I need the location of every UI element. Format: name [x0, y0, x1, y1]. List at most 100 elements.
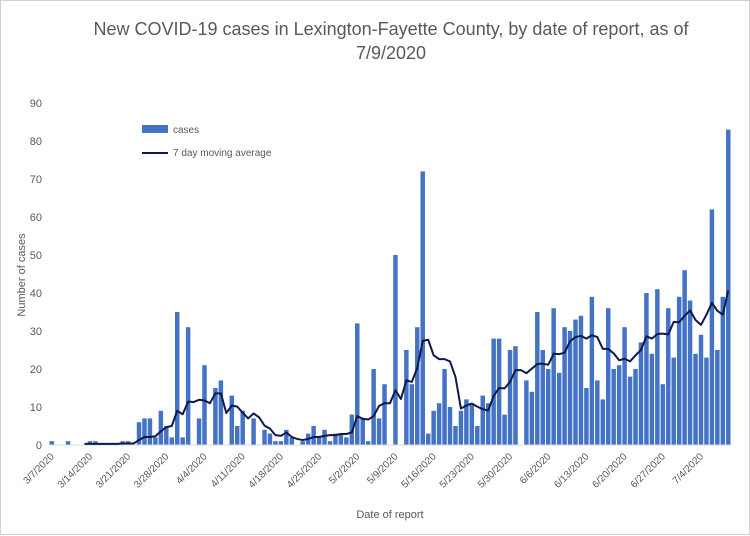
case-bar — [169, 437, 174, 445]
y-tick-label: 10 — [30, 402, 42, 414]
case-bar — [196, 418, 202, 445]
case-bar — [715, 350, 720, 445]
case-bar — [229, 395, 235, 445]
case-bar — [535, 312, 540, 445]
case-bar — [185, 327, 191, 445]
x-tick-label: 5/2/2020 — [327, 451, 363, 487]
case-bar — [458, 410, 464, 445]
x-tick-label: 6/27/2020 — [629, 451, 669, 491]
case-bar — [251, 418, 256, 445]
case-bar — [213, 388, 218, 445]
case-bar — [355, 323, 360, 445]
case-bar — [393, 255, 398, 445]
x-tick-label: 5/30/2020 — [476, 451, 516, 491]
case-bar — [235, 426, 240, 445]
case-bar — [365, 441, 371, 445]
moving-average-line — [84, 290, 730, 445]
y-tick-label: 30 — [30, 326, 42, 338]
case-bar — [136, 422, 142, 445]
case-bar — [322, 429, 327, 445]
case-bar — [578, 315, 584, 445]
case-bar — [622, 327, 627, 445]
case-bar — [655, 289, 660, 445]
y-axis-label: Number of cases — [16, 233, 28, 317]
case-bar — [475, 426, 480, 445]
case-bar — [409, 384, 415, 445]
case-bar — [524, 380, 529, 445]
case-bar — [464, 399, 469, 445]
case-bar — [240, 410, 245, 445]
case-bar — [638, 342, 644, 445]
case-bar — [338, 433, 344, 445]
x-tick-label: 4/25/2020 — [285, 451, 325, 491]
case-bar — [562, 327, 567, 445]
case-bar — [589, 296, 595, 445]
case-bar — [644, 293, 649, 445]
case-bar — [202, 365, 207, 445]
case-bar — [513, 346, 518, 445]
case-bar — [485, 403, 491, 445]
case-bar — [142, 418, 147, 445]
case-bar — [540, 350, 545, 445]
x-tick-label: 3/7/2020 — [22, 451, 58, 487]
chart-title: New COVID-19 cases in Lexington-Fayette … — [93, 19, 689, 63]
case-bar — [469, 403, 475, 445]
bar-series — [49, 129, 731, 445]
case-bar — [600, 399, 606, 445]
case-bar — [425, 433, 431, 445]
case-bar — [273, 441, 278, 445]
case-bar — [567, 331, 573, 445]
y-tick-label: 70 — [30, 174, 42, 186]
case-bar — [687, 300, 693, 445]
y-tick-label: 80 — [30, 136, 42, 148]
x-tick-label: 5/23/2020 — [438, 451, 478, 491]
case-bar — [704, 357, 709, 445]
y-tick-label: 90 — [30, 98, 42, 110]
case-bar — [278, 441, 284, 445]
case-bar — [502, 414, 507, 445]
x-tick-label: 7/4/2020 — [671, 451, 707, 487]
case-bar — [447, 407, 453, 445]
case-bar — [262, 429, 267, 445]
case-bar — [633, 369, 638, 445]
x-axis-label: Date of report — [356, 509, 423, 521]
case-bar — [333, 433, 338, 445]
case-bar — [573, 319, 578, 445]
y-tick-label: 50 — [30, 250, 42, 262]
case-bar — [311, 426, 316, 445]
case-bar — [327, 441, 333, 445]
case-bar — [720, 296, 726, 445]
case-bar — [174, 312, 180, 445]
x-tick-label: 6/20/2020 — [590, 451, 630, 491]
case-bar — [360, 418, 365, 445]
case-bar — [164, 426, 169, 445]
case-bar — [316, 437, 322, 445]
y-tick-label: 60 — [30, 212, 42, 224]
case-bar — [676, 296, 682, 445]
case-bar — [376, 418, 382, 445]
case-bar — [289, 437, 295, 445]
case-bar — [180, 437, 185, 445]
case-bar — [431, 410, 436, 445]
case-bar — [660, 384, 666, 445]
case-bar — [595, 380, 600, 445]
case-bar — [649, 353, 655, 445]
case-bar — [616, 365, 622, 445]
case-bar — [709, 209, 715, 445]
case-bar — [49, 441, 54, 445]
case-bar — [404, 350, 409, 445]
x-tick-label: 6/13/2020 — [552, 451, 592, 491]
case-bar — [153, 437, 158, 445]
legend-label-average: 7 day moving average — [173, 148, 272, 159]
case-bar — [442, 369, 447, 445]
case-bar — [666, 308, 671, 445]
y-tick-label: 40 — [30, 288, 42, 300]
y-axis-ticks: 0 10 20 30 40 50 60 70 80 90 — [30, 98, 42, 452]
case-bar — [551, 308, 556, 445]
case-bar — [420, 171, 425, 445]
x-tick-label: 3/21/2020 — [94, 451, 134, 491]
case-bar — [436, 403, 442, 445]
case-bar — [545, 369, 551, 445]
